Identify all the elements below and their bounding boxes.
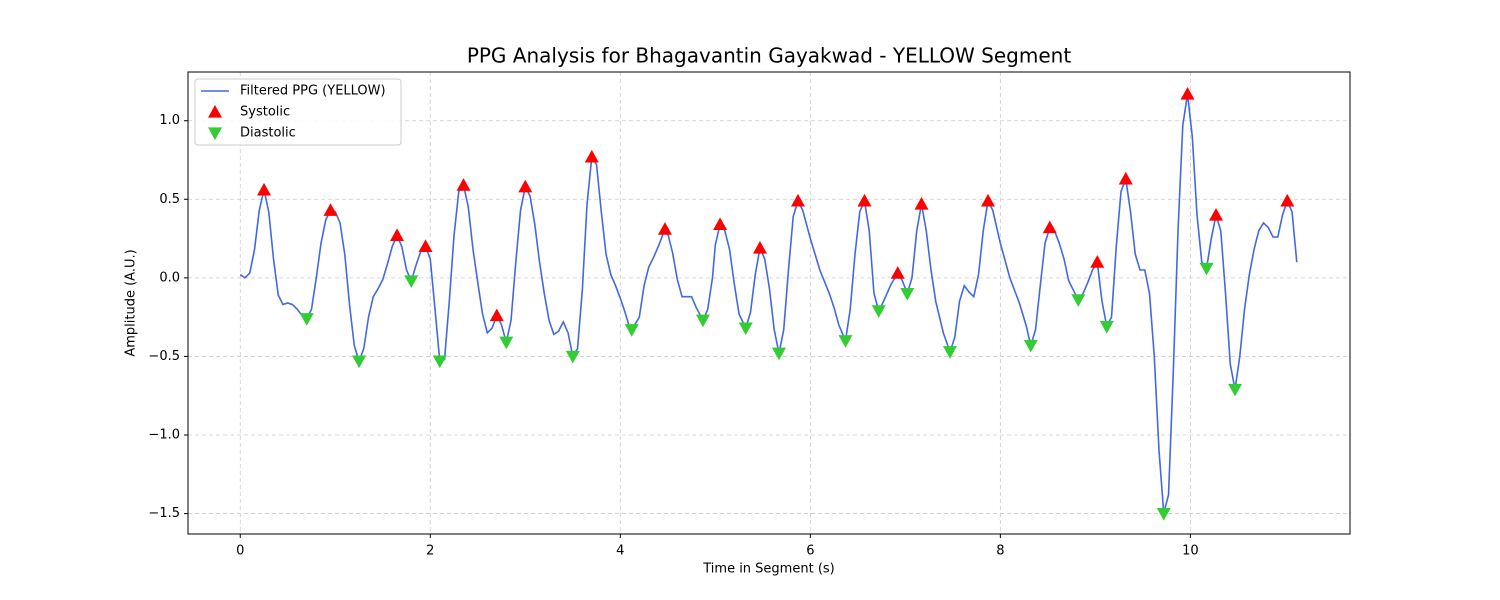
peak-marker xyxy=(456,178,471,191)
peak-marker xyxy=(857,193,872,207)
peak-marker xyxy=(790,193,805,207)
y-tick-label: −1.0 xyxy=(148,428,180,443)
y-tick-label: 1.0 xyxy=(159,113,180,128)
x-tick-label: 8 xyxy=(996,544,1004,559)
legend-swatch xyxy=(208,127,222,140)
x-tick-label: 0 xyxy=(236,544,244,559)
ppg-line xyxy=(239,93,1298,514)
peak-marker xyxy=(900,287,915,301)
peak-marker xyxy=(323,203,338,216)
peak-marker xyxy=(518,179,533,193)
peak-marker xyxy=(914,197,929,210)
peak-marker xyxy=(981,193,996,207)
legend-box xyxy=(194,78,402,146)
peak-marker xyxy=(1071,294,1086,307)
peak-marker xyxy=(752,241,767,254)
peak-marker xyxy=(1228,383,1243,397)
peak-marker xyxy=(1156,507,1171,521)
y-tick-label: 0.5 xyxy=(159,192,180,207)
x-tick-label: 4 xyxy=(616,544,624,559)
peak-marker xyxy=(1118,171,1133,185)
legend-label: Systolic xyxy=(240,105,290,120)
peak-marker xyxy=(489,308,504,322)
y-tick-label: −1.5 xyxy=(148,506,180,521)
x-tick-label: 6 xyxy=(806,544,814,559)
peak-marker xyxy=(1199,262,1214,276)
y-axis-label: Amplitude (A.U.) xyxy=(124,249,139,356)
peak-marker xyxy=(565,350,580,364)
y-tick-label: −0.5 xyxy=(148,349,180,364)
x-axis-label: Time in Segment (s) xyxy=(702,562,834,577)
legend-label: Filtered PPG (YELLOW) xyxy=(240,84,386,99)
peak-marker xyxy=(1280,193,1295,207)
peak-marker xyxy=(404,275,419,288)
chart-title: PPG Analysis for Bhagavantin Gayakwad - … xyxy=(467,44,1072,68)
peak-marker xyxy=(432,355,447,369)
plot-frame xyxy=(187,71,1351,535)
peak-marker xyxy=(713,217,728,231)
peak-marker xyxy=(418,239,433,253)
peak-marker xyxy=(838,335,853,348)
peak-marker xyxy=(499,336,514,350)
peak-marker xyxy=(1209,208,1224,221)
peak-marker xyxy=(771,347,786,361)
peak-marker xyxy=(624,324,639,337)
peak-marker xyxy=(257,182,272,196)
y-tick-label: 0.0 xyxy=(159,270,180,285)
peak-marker xyxy=(1090,255,1105,268)
peak-marker xyxy=(871,305,886,318)
peak-marker xyxy=(390,228,405,242)
peak-marker xyxy=(1023,339,1038,353)
peak-marker xyxy=(738,322,753,336)
peak-marker xyxy=(299,313,314,326)
peak-marker xyxy=(1180,87,1195,100)
legend-label: Diastolic xyxy=(240,126,296,141)
peak-marker xyxy=(1099,320,1114,334)
x-tick-label: 2 xyxy=(426,544,434,559)
peak-marker xyxy=(890,266,905,279)
peak-marker xyxy=(942,346,957,359)
x-tick-label: 10 xyxy=(1182,544,1199,559)
peak-marker xyxy=(657,222,672,235)
peak-marker xyxy=(695,314,710,328)
legend-swatch xyxy=(208,105,222,118)
peak-marker xyxy=(584,149,599,163)
peak-marker xyxy=(1042,220,1057,234)
peak-marker xyxy=(352,355,367,369)
